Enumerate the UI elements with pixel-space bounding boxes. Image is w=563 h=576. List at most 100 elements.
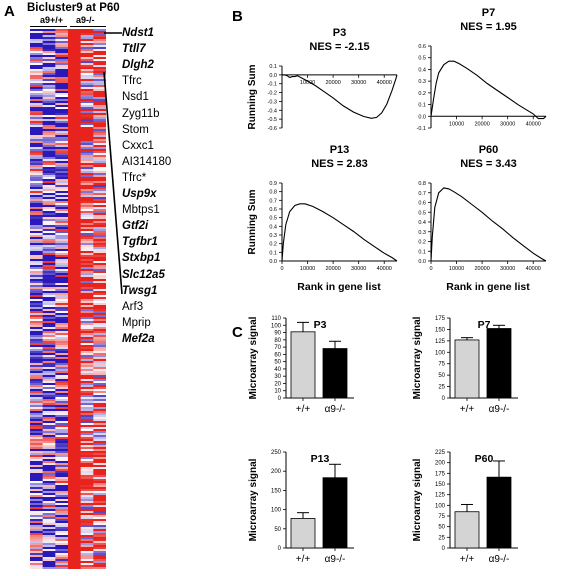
heatmap-cell (68, 565, 81, 568)
heatmap-cell (55, 141, 69, 144)
heatmap-cell (30, 149, 43, 152)
heatmap-cell (80, 285, 94, 288)
heatmap-cell (55, 135, 69, 138)
heatmap-cell (93, 555, 106, 558)
heatmap-cell (30, 115, 43, 118)
heatmap-cell (80, 251, 94, 254)
heatmap-cell (93, 145, 106, 148)
gsea-y-tick-label: -0.2 (268, 91, 277, 97)
gene-label: Stom (122, 123, 149, 136)
heatmap-cell (30, 241, 43, 244)
heatmap-cell (93, 355, 106, 358)
heatmap-cell (30, 375, 43, 378)
heatmap-cell (93, 401, 106, 404)
heatmap-cell (93, 131, 106, 134)
heatmap-cell (42, 197, 56, 200)
heatmap-cell (42, 187, 56, 190)
heatmap-cell (55, 559, 69, 562)
heatmap-cell (80, 207, 94, 210)
gene-label: Tfrc (122, 75, 142, 88)
heatmap-cell (93, 165, 106, 168)
gene-label: Slc12a5 (122, 268, 165, 281)
heatmap-cell (55, 537, 69, 540)
heatmap-cell (30, 473, 43, 476)
bar-y-tick-label: 100 (435, 503, 446, 509)
genotype-ko-rule (70, 26, 106, 27)
heatmap-cell (30, 105, 43, 108)
heatmap-cell (30, 237, 43, 240)
heatmap-cell (68, 167, 81, 170)
heatmap-cell (30, 475, 43, 478)
heatmap-cell (68, 153, 81, 156)
gsea-x-tick-label: 10000 (449, 266, 464, 272)
heatmap-cell (93, 99, 106, 102)
heatmap-cell (42, 39, 56, 42)
heatmap-cell (55, 123, 69, 126)
heatmap-cell (30, 507, 43, 510)
heatmap-cell (80, 423, 94, 426)
heatmap-cell (93, 149, 106, 152)
gene-label: Cxxc1 (122, 139, 154, 152)
heatmap-cell (80, 459, 94, 462)
heatmap-cell (55, 379, 69, 382)
heatmap-cell (93, 353, 106, 356)
heatmap-cell (80, 353, 94, 356)
heatmap-cell (80, 503, 94, 506)
heatmap-cell (42, 355, 56, 358)
heatmap-cell (68, 101, 81, 104)
heatmap-cell (93, 167, 106, 170)
heatmap-cell (80, 387, 94, 390)
heatmap-cell (68, 209, 81, 212)
bar-y-tick-label: 75 (438, 362, 445, 368)
heatmap-cell (42, 305, 56, 308)
heatmap-cell (93, 73, 106, 76)
heatmap-cell (68, 49, 81, 52)
heatmap-cell (93, 91, 106, 94)
heatmap-cell (42, 169, 56, 172)
heatmap-cell (42, 417, 56, 420)
heatmap-cell (93, 155, 106, 158)
heatmap-cell (68, 441, 81, 444)
heatmap-cell (80, 395, 94, 398)
heatmap-cell (42, 547, 56, 550)
heatmap-cell (93, 269, 106, 272)
heatmap-cell (93, 407, 106, 410)
heatmap-cell (42, 219, 56, 222)
heatmap-cell (68, 107, 81, 110)
heatmap-cell (68, 211, 81, 214)
heatmap-cell (68, 345, 81, 348)
gsea-y-tick-label: 0.0 (269, 73, 277, 79)
heatmap-cell (93, 341, 106, 344)
heatmap-cell (68, 437, 81, 440)
heatmap-cell (42, 385, 56, 388)
heatmap-cell (30, 537, 43, 540)
heatmap-cell (80, 537, 94, 540)
heatmap-cell (68, 79, 81, 82)
heatmap-cell (80, 505, 94, 508)
bar-y-tick-label: 125 (435, 339, 446, 345)
heatmap-cell (68, 127, 81, 130)
heatmap-cell (80, 47, 94, 50)
heatmap-cell (68, 389, 81, 392)
heatmap-cell (30, 415, 43, 418)
heatmap-cell (30, 159, 43, 162)
heatmap-cell (68, 217, 81, 220)
heatmap-cell (55, 483, 69, 486)
heatmap-cell (93, 263, 106, 266)
heatmap-cell (42, 293, 56, 296)
heatmap-cell (80, 341, 94, 344)
heatmap-cell (30, 383, 43, 386)
bar-y-tick-label: 70 (274, 345, 281, 351)
heatmap-cell (80, 215, 94, 218)
heatmap-cell (80, 533, 94, 536)
heatmap-cell (93, 295, 106, 298)
gsea-x-tick-label: 30000 (500, 266, 515, 272)
heatmap-cell (93, 361, 106, 364)
heatmap-cell (55, 509, 69, 512)
heatmap-cell (30, 39, 43, 42)
heatmap-cell (30, 541, 43, 544)
heatmap-cell (55, 455, 69, 458)
heatmap-cell (80, 75, 94, 78)
heatmap-cell (30, 107, 43, 110)
